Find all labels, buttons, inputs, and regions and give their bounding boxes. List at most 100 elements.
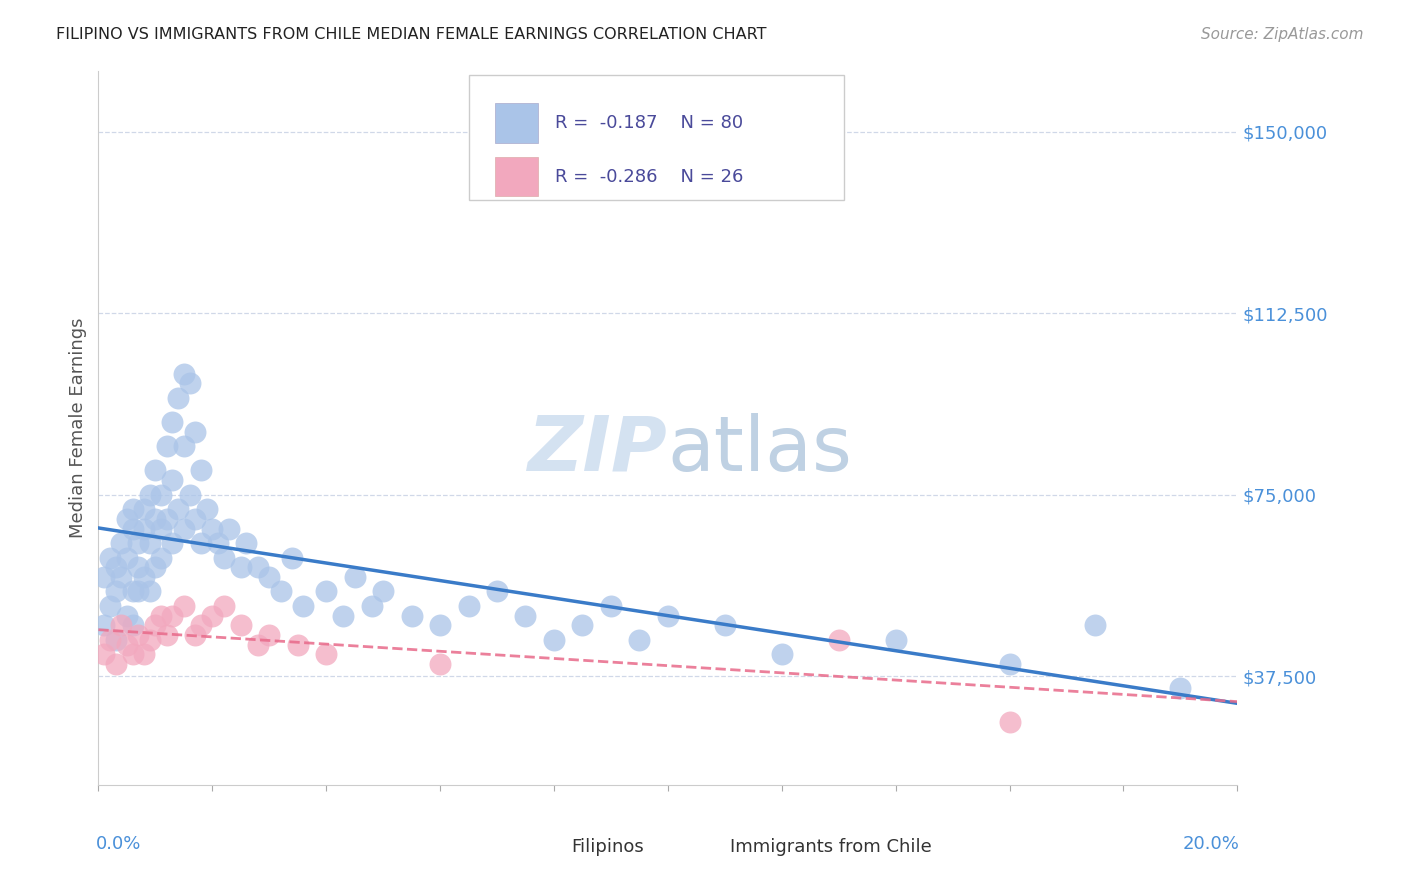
Bar	[495, 157, 538, 196]
Point	[212, 599, 235, 613]
Point	[628, 632, 651, 647]
Point	[998, 714, 1021, 729]
Point	[246, 560, 269, 574]
Point	[104, 584, 127, 599]
Text: atlas: atlas	[668, 413, 852, 486]
Point	[132, 570, 155, 584]
Point	[246, 638, 269, 652]
Text: R =  -0.286    N = 26: R = -0.286 N = 26	[555, 168, 744, 186]
Point	[104, 560, 127, 574]
Point	[287, 638, 309, 652]
Point	[229, 560, 252, 574]
Point	[190, 618, 212, 632]
Point	[401, 608, 423, 623]
Bar	[690, 838, 725, 856]
Point	[190, 463, 212, 477]
Point	[201, 608, 224, 623]
Point	[212, 550, 235, 565]
Point	[98, 550, 121, 565]
Point	[121, 502, 143, 516]
Point	[115, 550, 138, 565]
Point	[173, 522, 195, 536]
Point	[145, 560, 167, 574]
Point	[156, 439, 179, 453]
Text: R =  -0.187    N = 80: R = -0.187 N = 80	[555, 114, 744, 132]
Text: Source: ZipAtlas.com: Source: ZipAtlas.com	[1201, 27, 1364, 42]
Y-axis label: Median Female Earnings: Median Female Earnings	[69, 318, 87, 539]
Point	[360, 599, 382, 613]
Point	[1084, 618, 1107, 632]
Point	[184, 512, 207, 526]
Point	[110, 618, 132, 632]
Text: Filipinos: Filipinos	[571, 838, 644, 856]
Point	[115, 512, 138, 526]
Point	[315, 584, 337, 599]
Point	[138, 632, 160, 647]
Point	[93, 570, 115, 584]
Point	[145, 463, 167, 477]
Point	[93, 618, 115, 632]
Point	[184, 628, 207, 642]
Text: FILIPINO VS IMMIGRANTS FROM CHILE MEDIAN FEMALE EARNINGS CORRELATION CHART: FILIPINO VS IMMIGRANTS FROM CHILE MEDIAN…	[56, 27, 766, 42]
Point	[121, 618, 143, 632]
Point	[156, 628, 179, 642]
Point	[162, 608, 184, 623]
Point	[259, 570, 281, 584]
Point	[207, 536, 229, 550]
Point	[127, 584, 149, 599]
Point	[132, 648, 155, 662]
Point	[292, 599, 315, 613]
Point	[218, 522, 240, 536]
Point	[127, 536, 149, 550]
Point	[167, 502, 190, 516]
Point	[132, 502, 155, 516]
FancyBboxPatch shape	[468, 75, 845, 200]
Point	[373, 584, 395, 599]
Point	[93, 648, 115, 662]
Point	[1170, 681, 1192, 696]
Point	[998, 657, 1021, 671]
Point	[235, 536, 257, 550]
Point	[173, 599, 195, 613]
Point	[150, 550, 173, 565]
Point	[150, 488, 173, 502]
Point	[201, 522, 224, 536]
Point	[714, 618, 737, 632]
Point	[162, 536, 184, 550]
Point	[429, 657, 451, 671]
Point	[98, 632, 121, 647]
Point	[600, 599, 623, 613]
Point	[173, 367, 195, 381]
Point	[127, 628, 149, 642]
Point	[162, 473, 184, 487]
Point	[138, 584, 160, 599]
Point	[190, 536, 212, 550]
Point	[162, 415, 184, 429]
Point	[121, 648, 143, 662]
Point	[150, 608, 173, 623]
Point	[98, 599, 121, 613]
Point	[115, 638, 138, 652]
Point	[127, 560, 149, 574]
Point	[179, 488, 201, 502]
Point	[173, 439, 195, 453]
Point	[229, 618, 252, 632]
Point	[515, 608, 537, 623]
Point	[104, 657, 127, 671]
Point	[138, 536, 160, 550]
Point	[167, 391, 190, 405]
Point	[770, 648, 793, 662]
Point	[571, 618, 593, 632]
Text: ZIP: ZIP	[529, 413, 668, 486]
Point	[457, 599, 479, 613]
Text: 0.0%: 0.0%	[96, 835, 142, 853]
Text: Immigrants from Chile: Immigrants from Chile	[731, 838, 932, 856]
Point	[281, 550, 304, 565]
Point	[657, 608, 679, 623]
Point	[104, 632, 127, 647]
Point	[110, 570, 132, 584]
Point	[132, 522, 155, 536]
Point	[828, 632, 851, 647]
Point	[138, 488, 160, 502]
Point	[332, 608, 354, 623]
